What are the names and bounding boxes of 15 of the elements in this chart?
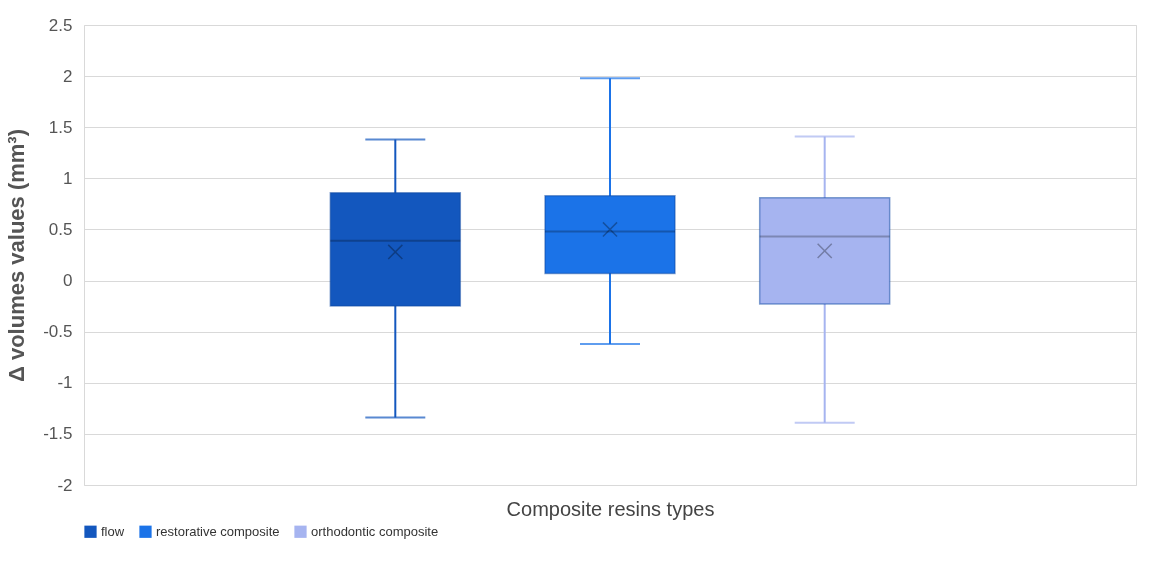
y-tick-label: 2 bbox=[63, 66, 73, 86]
y-axis-title: Δ volumes values (mm³) bbox=[4, 129, 30, 382]
legend-label: restorative composite bbox=[156, 523, 280, 539]
x-axis-title: Composite resins types bbox=[506, 497, 715, 520]
y-tick-label: 2.5 bbox=[48, 15, 73, 35]
legend-label: flow bbox=[101, 523, 125, 539]
y-tick-label: 0 bbox=[63, 271, 73, 291]
y-tick-label: -1 bbox=[57, 373, 73, 393]
y-tick-label: -0.5 bbox=[43, 322, 73, 342]
legend-label: orthodontic composite bbox=[311, 523, 439, 539]
y-tick-label: -1.5 bbox=[43, 424, 73, 444]
y-tick-label: 1 bbox=[63, 168, 73, 188]
y-tick-label: 0.5 bbox=[48, 219, 73, 239]
y-tick-label: -2 bbox=[57, 475, 73, 495]
y-tick-label: 1.5 bbox=[48, 117, 73, 137]
